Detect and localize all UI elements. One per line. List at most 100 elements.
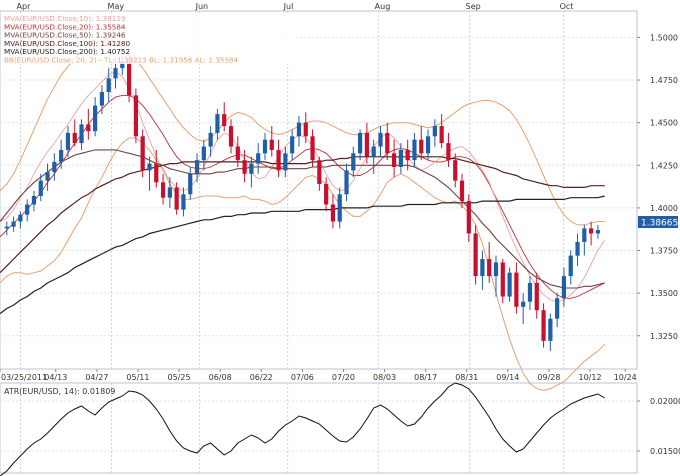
candle-body (419, 139, 424, 154)
candle-body (126, 61, 132, 96)
date-tick-label: 07/20 (332, 373, 355, 382)
candle-body (425, 136, 431, 154)
month-grid (20, 11, 565, 473)
candle-body (473, 233, 478, 277)
candle-body (31, 195, 37, 205)
candle-body (25, 204, 30, 215)
month-label: Jul (283, 2, 294, 11)
legend-entry: MVA(EUR/USD.Close,20): 1.35584 (4, 22, 126, 31)
date-tick-label: 03/25/2011 (1, 373, 47, 382)
month-label: Jun (195, 2, 209, 11)
atr-axis-labels: 0.02000 0.01500 (637, 397, 680, 456)
candle-body (405, 149, 410, 161)
candle-body (38, 180, 43, 196)
candle-body (222, 114, 227, 127)
candle-body (188, 173, 193, 195)
price-tick-label: 1.4750 (650, 76, 678, 85)
candle-body (378, 132, 383, 147)
candle-body (303, 122, 308, 137)
candle-body (269, 139, 274, 150)
price-axis-labels: 1.5000 1.4750 1.4500 1.4250 1.4000 1.3750 1.35… (637, 33, 678, 341)
legend-entry: MVA(EUR/USD.Close,50): 1.39246 (4, 31, 126, 40)
candle-body (113, 68, 118, 79)
candle-body (262, 139, 268, 154)
price-tick-label: 1.3750 (650, 247, 678, 256)
candle-body (65, 132, 71, 150)
candle-body (391, 153, 397, 167)
date-tick-label: 09/28 (537, 373, 560, 382)
candle-body (167, 187, 172, 198)
candle-body (575, 241, 580, 256)
candle-body (385, 132, 390, 154)
candle-body (310, 136, 315, 161)
candle-body (249, 163, 254, 174)
bollinger-lower-line (0, 137, 606, 391)
date-tick-label: 05/11 (126, 373, 149, 382)
candle-body (534, 282, 539, 311)
atr-line-group (0, 382, 605, 476)
candle-body (561, 276, 567, 299)
ma200-line (0, 195, 605, 315)
candle-body (86, 124, 91, 132)
candle-body (514, 272, 519, 307)
candle-body (493, 262, 499, 277)
price-tick-label: 1.4000 (650, 204, 678, 213)
candle-body (432, 126, 437, 137)
date-tick-label: 10/12 (579, 373, 602, 382)
candle-body (521, 301, 526, 307)
candle-body (79, 124, 84, 144)
candle-body (174, 187, 179, 210)
month-label: May (108, 2, 125, 11)
ma20-line (0, 94, 605, 299)
candle-body (120, 61, 125, 69)
atr-tick-label: 0.01500 (650, 447, 680, 456)
candle-body (398, 149, 403, 167)
candle-body (140, 136, 145, 171)
candle-body (228, 126, 234, 147)
candle-body (256, 153, 261, 164)
candle-body (283, 153, 288, 171)
candle-body (147, 163, 152, 171)
legend-entry: MVA(EUR/USD.Close,200): 1.40752 (4, 47, 130, 56)
month-label: Sep (466, 2, 481, 11)
candle-body (466, 201, 471, 234)
month-label: Apr (17, 2, 32, 11)
ma50-line (0, 149, 605, 289)
price-tick-label: 1.3250 (650, 332, 678, 341)
date-tick-label: 10/24 (614, 373, 637, 382)
candle-body (45, 172, 50, 181)
date-tick-label: 08/31 (455, 373, 478, 382)
price-plot-frame (0, 10, 638, 370)
month-label: Aug (375, 2, 391, 11)
date-tick-label: 09/14 (496, 373, 519, 382)
candle-body (154, 163, 159, 183)
candle-body (459, 180, 465, 202)
price-tick-label: 1.4250 (650, 161, 678, 170)
candle-body (351, 153, 356, 171)
candle-body (59, 149, 64, 162)
candle-body (11, 221, 16, 227)
candle-body (160, 182, 166, 198)
candle-body (93, 105, 98, 132)
candle-body (364, 132, 370, 157)
ma10-line (0, 70, 606, 303)
candlesticks (4, 47, 601, 352)
candle-body (242, 160, 247, 174)
candle-body (18, 214, 23, 222)
candle-body (371, 146, 376, 157)
date-tick-label: 06/08 (209, 373, 232, 382)
candle-body (106, 78, 111, 92)
candle-body (99, 91, 105, 106)
legend-entry: MVA(EUR/USD.Close,100): 1.41280 (4, 39, 130, 48)
candle-body (480, 259, 485, 277)
candle-body (208, 132, 213, 147)
atr-tick-label: 0.02000 (650, 397, 680, 406)
candle-body (194, 160, 200, 174)
price-tick-label: 1.3500 (650, 289, 678, 298)
candle-body (290, 136, 295, 154)
candle-body (582, 228, 587, 242)
date-tick-label: 08/03 (373, 373, 396, 382)
date-tick-label: 06/22 (250, 373, 273, 382)
